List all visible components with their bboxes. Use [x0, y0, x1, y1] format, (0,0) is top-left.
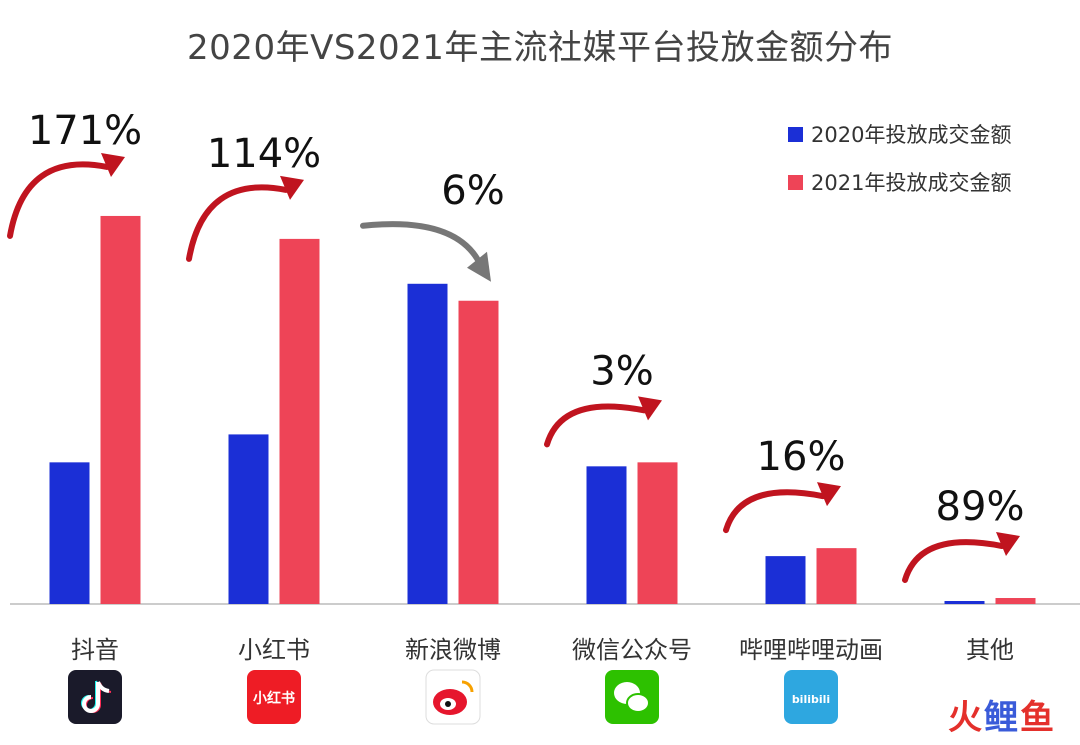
trend-arrowhead	[101, 152, 125, 177]
trend-arrowhead	[638, 396, 662, 421]
trend-arrow-up	[902, 539, 1005, 584]
bar-2020	[49, 462, 90, 604]
legend-label-2021: 2021年投放成交金额	[811, 171, 1012, 195]
bar-2020	[944, 601, 985, 604]
trend-arrow-down	[360, 221, 484, 269]
weibo-icon	[425, 669, 481, 725]
bilibili-icon: bilibili	[784, 670, 838, 724]
legend-item-2021[interactable]: 2021年投放成交金额	[788, 168, 1011, 196]
change-label: 3%	[590, 348, 653, 394]
trend-arrowhead	[467, 251, 491, 282]
change-label: 114%	[207, 131, 321, 177]
wechat-icon	[605, 670, 659, 724]
trend-arrow-up	[544, 403, 647, 448]
category-label: 微信公众号	[572, 636, 692, 664]
chart-legend: 2020年投放成交金额 2021年投放成交金额	[788, 120, 1011, 216]
trend-arrow-up	[723, 489, 826, 534]
change-label: 6%	[441, 168, 504, 214]
trend-arrow-up	[7, 161, 110, 239]
category-label: 哔哩哔哩动画	[739, 636, 883, 664]
bar-2021	[279, 238, 320, 604]
legend-label-2020: 2020年投放成交金额	[811, 123, 1012, 147]
legend-item-2020[interactable]: 2020年投放成交金额	[788, 120, 1011, 148]
douyin-icon	[68, 670, 122, 724]
trend-arrowhead	[996, 532, 1020, 557]
brand-watermark: 火鲤鱼	[948, 698, 1056, 738]
xiaohongshu-icon: 小红书	[247, 670, 301, 724]
trend-arrowhead	[280, 175, 304, 200]
bar-2020	[228, 434, 269, 604]
bar-2021	[100, 215, 141, 604]
bar-2021	[458, 300, 499, 604]
category-label: 抖音	[71, 636, 119, 664]
category-label: 小红书	[238, 636, 310, 664]
legend-swatch-2021	[788, 174, 803, 190]
trend-arrowhead	[817, 482, 841, 507]
bar-2020	[765, 556, 806, 604]
trend-arrow-up	[186, 184, 289, 262]
change-label: 89%	[936, 484, 1025, 530]
bar-2021	[637, 462, 678, 604]
legend-swatch-2020	[788, 126, 803, 142]
category-label: 新浪微博	[405, 636, 501, 664]
bar-2021	[995, 598, 1036, 604]
bar-2020	[586, 466, 627, 604]
chart-title: 2020年VS2021年主流社媒平台投放金额分布	[187, 28, 893, 68]
svg-text:小红书: 小红书	[253, 690, 295, 707]
change-label: 171%	[28, 108, 142, 154]
bar-2021	[816, 548, 857, 604]
change-label: 16%	[757, 434, 846, 480]
category-label: 其他	[966, 636, 1014, 664]
bar-2020	[407, 283, 448, 604]
svg-text:bilibili: bilibili	[792, 693, 830, 706]
